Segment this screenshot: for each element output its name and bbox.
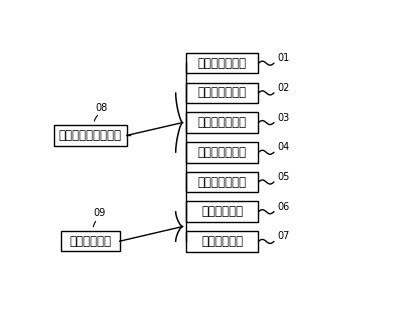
Text: 06: 06 (277, 202, 289, 212)
Bar (186, 201, 258, 222)
Text: 03: 03 (277, 112, 289, 123)
Bar (186, 53, 258, 74)
Text: 02: 02 (277, 83, 290, 93)
Bar (186, 172, 258, 192)
Text: 钢箱梁安装步骤: 钢箱梁安装步骤 (198, 176, 246, 188)
Text: 04: 04 (277, 142, 289, 152)
Bar (186, 112, 258, 133)
Bar (186, 142, 258, 163)
Text: 钢箱梁分段步骤: 钢箱梁分段步骤 (198, 57, 246, 70)
Text: 安装门式防护架步骤: 安装门式防护架步骤 (59, 129, 122, 142)
Text: 安装搭接件步骤: 安装搭接件步骤 (198, 86, 246, 99)
Text: 09: 09 (93, 208, 105, 218)
Bar (186, 231, 258, 252)
Text: 拱肋安装步骤: 拱肋安装步骤 (201, 235, 243, 248)
Bar (54, 125, 127, 146)
Text: 08: 08 (95, 102, 107, 112)
Bar (186, 82, 258, 103)
Text: 拱肋分段步骤: 拱肋分段步骤 (201, 205, 243, 218)
Bar (61, 231, 120, 251)
Text: 01: 01 (277, 53, 289, 63)
Text: 07: 07 (277, 232, 290, 241)
Text: 安装支撑架步骤: 安装支撑架步骤 (198, 116, 246, 129)
Text: 拱肋施工步骤: 拱肋施工步骤 (69, 235, 111, 248)
Text: 05: 05 (277, 172, 290, 182)
Text: 安装防护架步骤: 安装防护架步骤 (198, 146, 246, 159)
